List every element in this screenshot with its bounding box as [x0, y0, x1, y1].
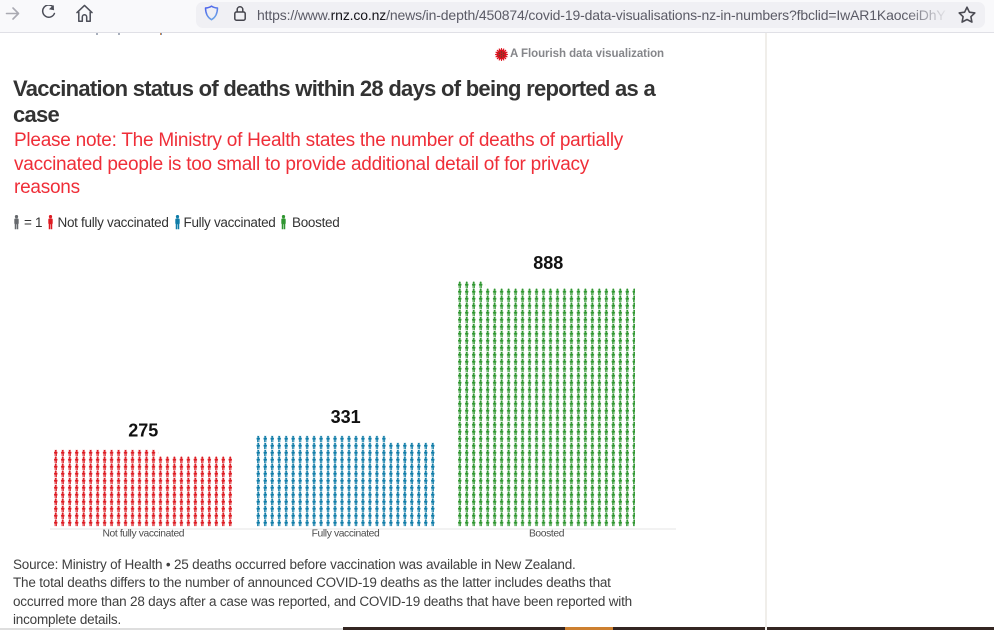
svg-text:Fully vaccinated: Fully vaccinated [312, 528, 380, 539]
svg-text:888: 888 [533, 253, 563, 273]
svg-text:275: 275 [128, 421, 158, 441]
svg-text:331: 331 [331, 407, 361, 427]
svg-text:Boosted: Boosted [529, 528, 565, 539]
svg-text:Not fully vaccinated: Not fully vaccinated [102, 528, 184, 539]
